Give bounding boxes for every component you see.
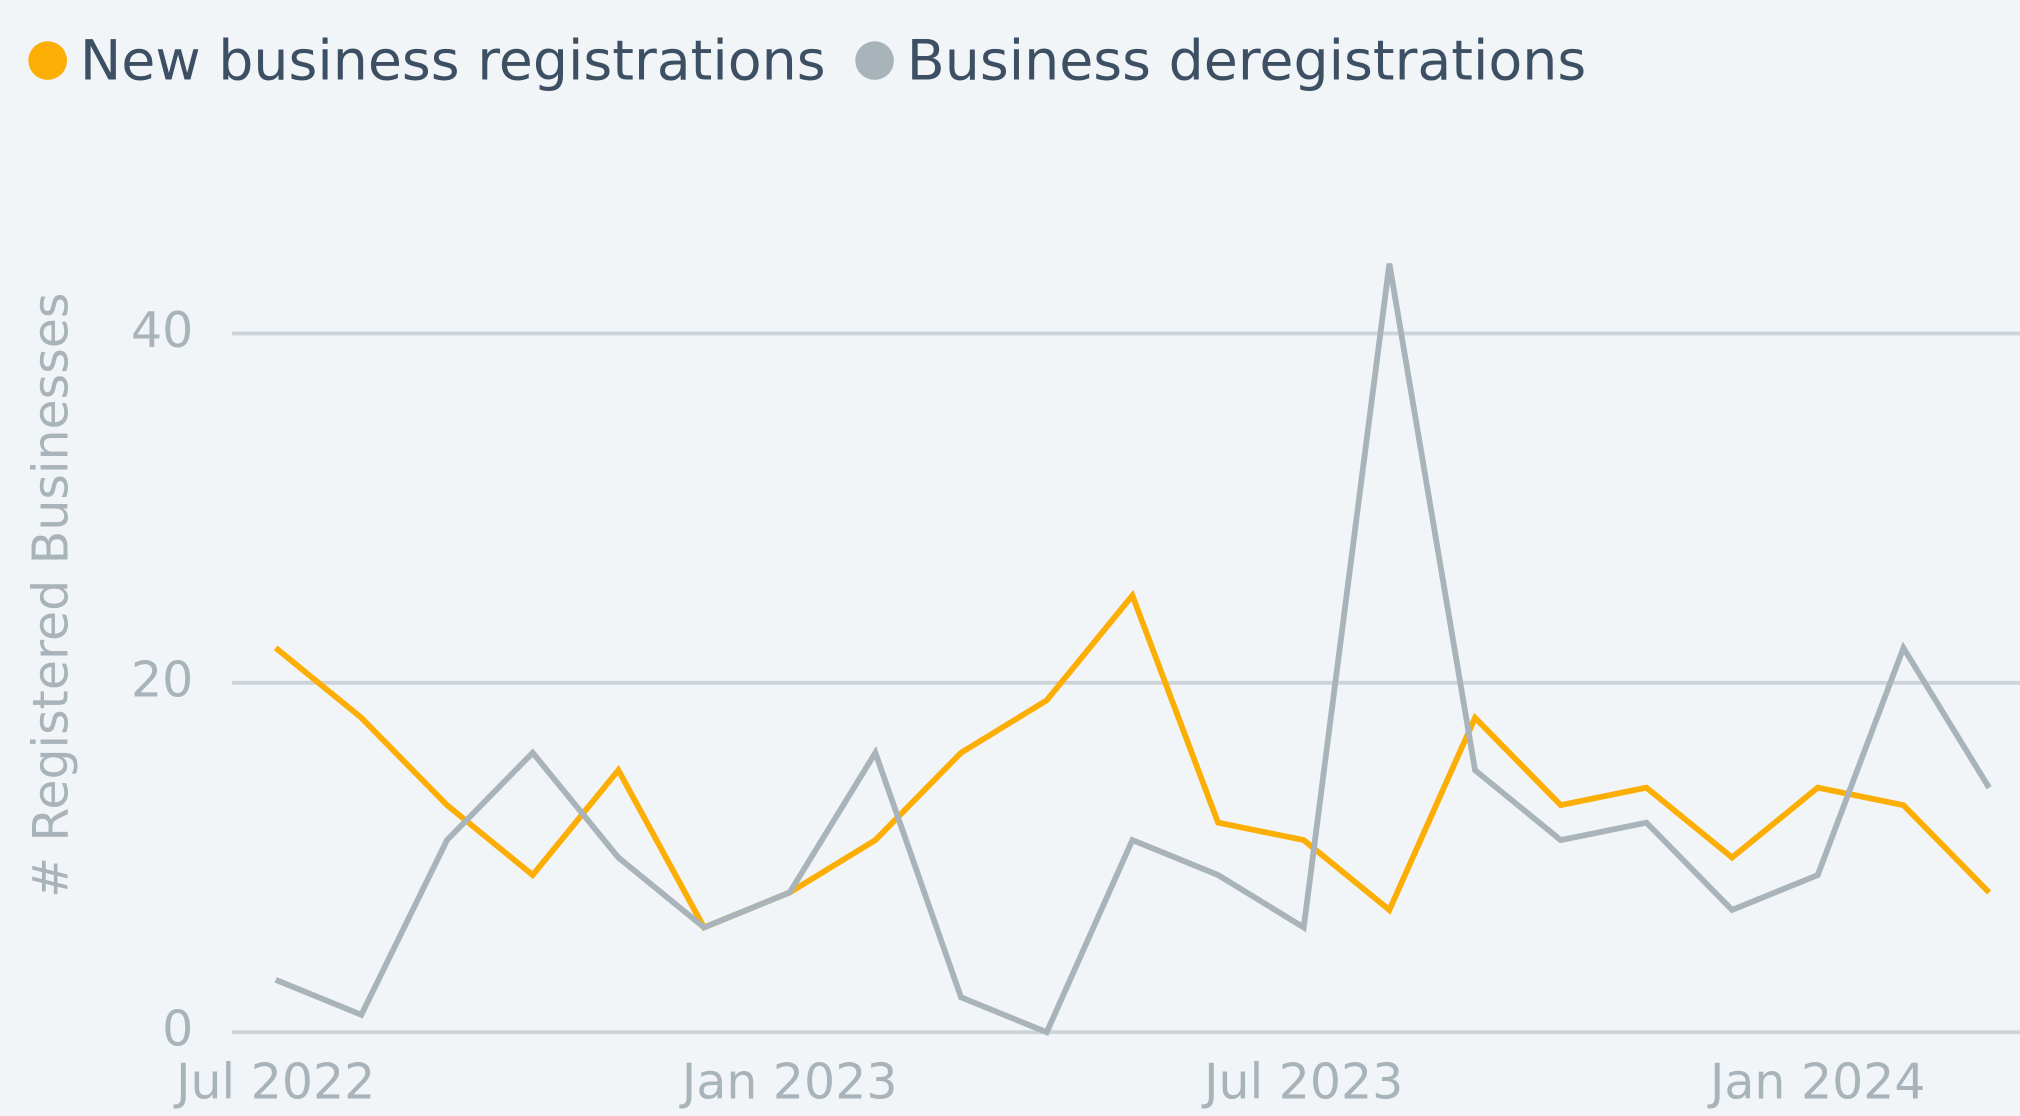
x-tick-label: Jan 2024 — [1707, 1054, 1926, 1111]
legend-label: Business deregistrations — [907, 30, 1586, 94]
legend-marker — [855, 41, 894, 80]
y-tick-label: 0 — [162, 1001, 193, 1058]
y-axis-label: # Registered Businesses — [23, 293, 80, 898]
series-line — [273, 589, 1992, 932]
x-tick-label: Jul 2023 — [1201, 1054, 1403, 1111]
legend-label: New business registrations — [80, 30, 826, 94]
x-tick-label: Jul 2022 — [173, 1054, 375, 1111]
y-tick-label: 20 — [131, 651, 193, 708]
series-line — [274, 263, 1992, 1036]
y-tick-label: 40 — [131, 302, 193, 359]
legend-marker — [28, 41, 67, 80]
x-tick-label: Jan 2023 — [679, 1054, 898, 1111]
